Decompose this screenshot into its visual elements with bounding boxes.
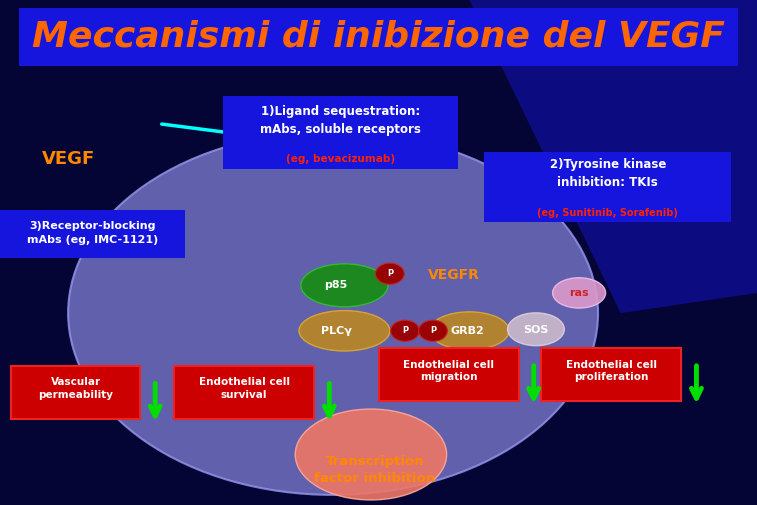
Text: P: P — [402, 326, 408, 335]
Text: Endothelial cell
proliferation: Endothelial cell proliferation — [565, 360, 657, 382]
FancyBboxPatch shape — [378, 348, 519, 401]
Text: PLCγ: PLCγ — [322, 326, 352, 336]
Text: P: P — [430, 326, 436, 335]
Text: (eg, Sunitinib, Sorafenib): (eg, Sunitinib, Sorafenib) — [537, 208, 678, 218]
Text: 2)Tyrosine kinase
inhibition: TKIs: 2)Tyrosine kinase inhibition: TKIs — [550, 158, 666, 189]
Text: Endothelial cell
survival: Endothelial cell survival — [198, 377, 290, 400]
FancyBboxPatch shape — [541, 348, 681, 401]
Ellipse shape — [430, 312, 509, 349]
FancyBboxPatch shape — [0, 210, 185, 258]
Polygon shape — [469, 0, 757, 313]
Text: GRB2: GRB2 — [451, 326, 484, 336]
Ellipse shape — [391, 320, 419, 341]
Text: Endothelial cell
migration: Endothelial cell migration — [403, 360, 494, 382]
Text: Transcription
factor inhibition: Transcription factor inhibition — [314, 454, 435, 485]
Ellipse shape — [375, 263, 404, 284]
FancyBboxPatch shape — [11, 366, 140, 419]
Text: p85: p85 — [324, 280, 347, 290]
Text: ras: ras — [569, 288, 589, 298]
Ellipse shape — [419, 320, 447, 341]
Text: VEGF: VEGF — [42, 150, 95, 168]
Text: P: P — [387, 269, 393, 278]
FancyBboxPatch shape — [19, 8, 738, 66]
Ellipse shape — [553, 278, 606, 308]
Text: (eg, bevacizumab): (eg, bevacizumab) — [286, 154, 395, 164]
Ellipse shape — [68, 131, 598, 495]
Text: Meccanismi di inibizione del VEGF: Meccanismi di inibizione del VEGF — [32, 19, 725, 54]
FancyBboxPatch shape — [223, 96, 458, 169]
Ellipse shape — [299, 311, 390, 351]
Ellipse shape — [508, 313, 565, 345]
FancyBboxPatch shape — [174, 366, 314, 419]
FancyBboxPatch shape — [484, 152, 731, 222]
Text: Vascular
permeability: Vascular permeability — [38, 377, 114, 400]
Text: 1)Ligand sequestration:
mAbs, soluble receptors: 1)Ligand sequestration: mAbs, soluble re… — [260, 105, 421, 136]
Text: 3)Receptor-blocking
mAbs (eg, IMC-1121): 3)Receptor-blocking mAbs (eg, IMC-1121) — [26, 221, 158, 245]
Text: SOS: SOS — [523, 325, 549, 335]
Text: VEGFR: VEGFR — [428, 268, 480, 282]
Ellipse shape — [295, 409, 447, 500]
Ellipse shape — [301, 264, 388, 307]
